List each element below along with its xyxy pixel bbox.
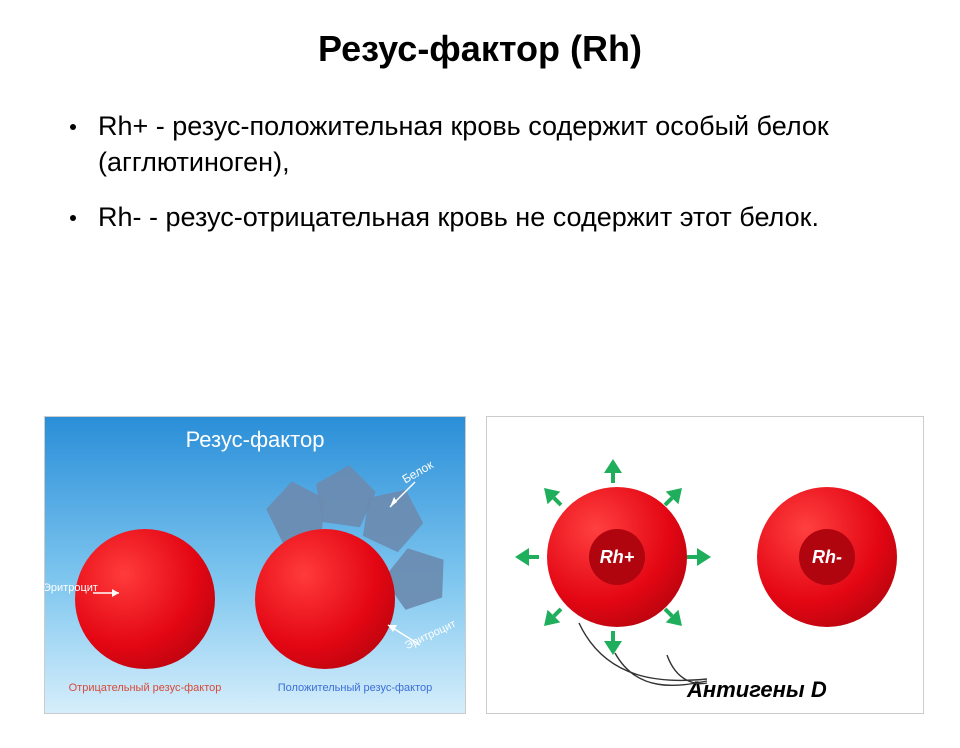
right-panel-antigens: Rh+ Rh- Антигены D <box>486 416 924 714</box>
left-panel-rh-factor: Резус-фактор Белок Эритроцит Эритроцит О… <box>44 416 466 714</box>
negative-rh-label: Отрицательный резус-фактор <box>55 682 235 694</box>
bullet-dot-icon <box>70 215 76 221</box>
arrow-icon <box>93 585 133 605</box>
arrow-icon <box>380 617 430 657</box>
antigen-marker-icon <box>604 631 622 655</box>
bullet-dot-icon <box>70 124 76 130</box>
cell-inner-label: Rh- <box>799 529 855 585</box>
cell-inner-label: Rh+ <box>589 529 645 585</box>
antigen-d-label: Антигены D <box>687 677 827 703</box>
positive-rh-label: Положительный резус-фактор <box>255 682 455 694</box>
antigen-marker-icon <box>515 548 539 566</box>
bullet-item: Rh+ - резус-положительная кровь содержит… <box>70 108 850 181</box>
arrow-icon <box>385 477 425 517</box>
erythrocyte-cell <box>255 529 395 669</box>
diagram-panels: Резус-фактор Белок Эритроцит Эритроцит О… <box>44 416 924 716</box>
bullet-item: Rh- - резус-отрицательная кровь не содер… <box>70 199 850 235</box>
bullet-text: Rh- - резус-отрицательная кровь не содер… <box>98 199 819 235</box>
antigen-marker-icon <box>604 459 622 483</box>
erythrocyte-left-label: Эритроцит <box>44 582 98 594</box>
bullet-list: Rh+ - резус-положительная кровь содержит… <box>70 108 850 235</box>
antigen-marker-icon <box>537 603 567 633</box>
page-title: Резус-фактор (Rh) <box>0 28 960 70</box>
antigen-marker-icon <box>687 548 711 566</box>
left-panel-title: Резус-фактор <box>45 427 465 453</box>
antigen-marker-icon <box>537 481 567 511</box>
bullet-text: Rh+ - резус-положительная кровь содержит… <box>98 108 850 181</box>
